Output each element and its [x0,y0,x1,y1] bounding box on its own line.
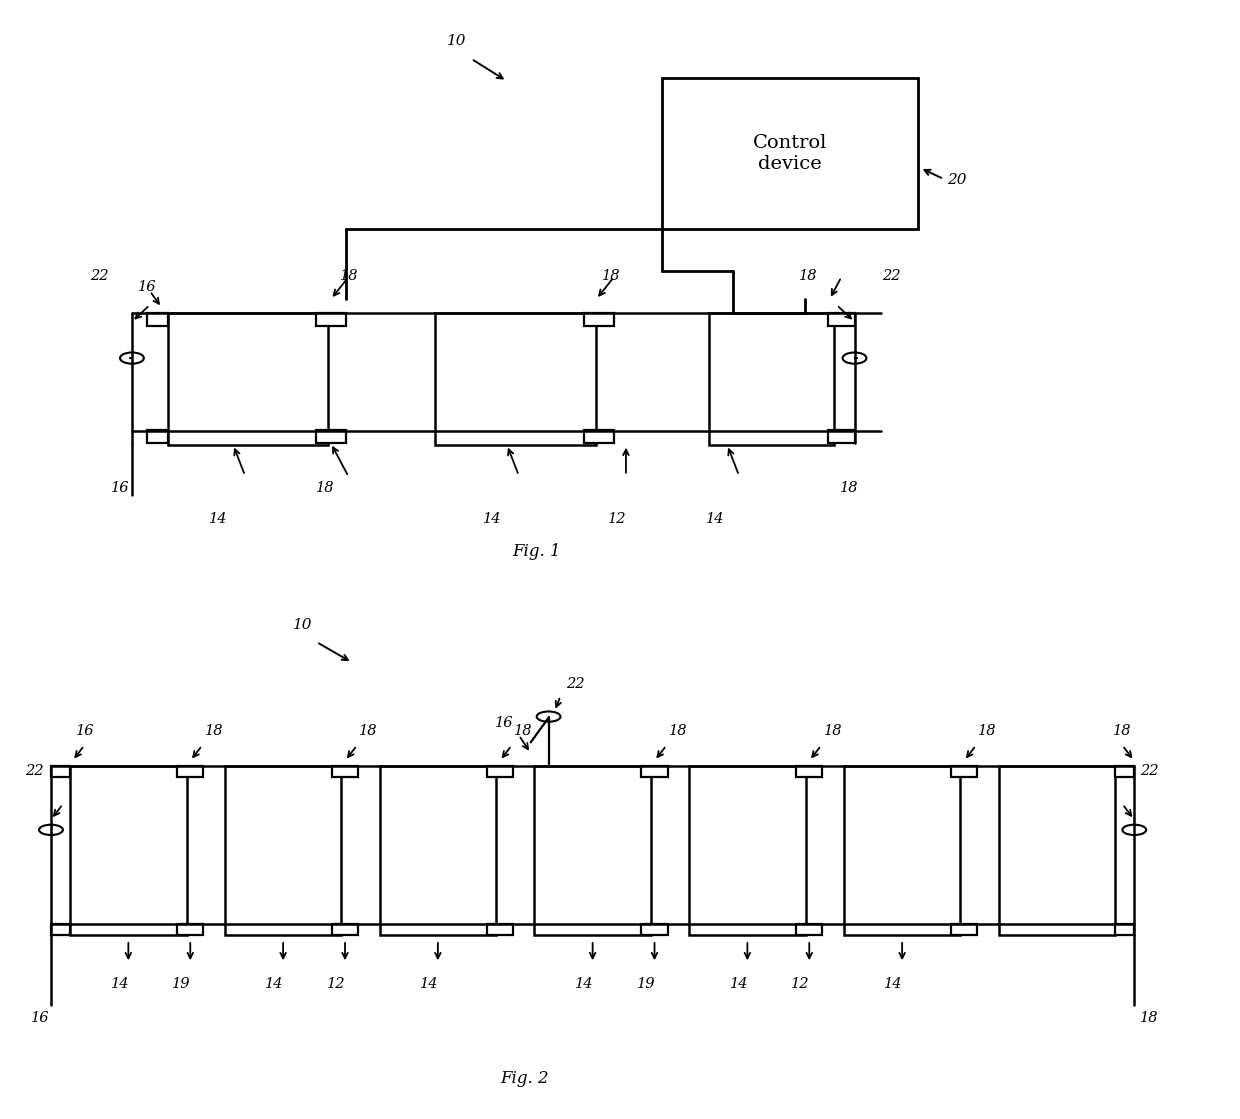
Bar [69,765,187,935]
Text: 18: 18 [515,724,532,737]
Circle shape [537,712,560,722]
Text: 16: 16 [110,481,129,495]
Text: Fig. 1: Fig. 1 [512,543,560,560]
Text: 12: 12 [608,511,626,526]
Bar [662,78,918,229]
Bar [584,313,614,327]
Circle shape [40,825,63,835]
Text: 18: 18 [799,269,817,283]
Text: 18: 18 [205,724,223,737]
Text: 19: 19 [636,978,655,991]
Text: 18: 18 [1112,724,1131,737]
Text: 10: 10 [448,34,467,48]
Text: 16: 16 [31,1012,50,1025]
Text: 18: 18 [603,269,621,283]
Bar [51,765,69,777]
Bar [379,765,496,935]
Text: 14: 14 [110,978,129,991]
Bar [641,924,667,935]
Text: 18: 18 [360,724,378,737]
Text: 22: 22 [1141,764,1158,779]
Bar [148,430,167,443]
Text: 22: 22 [882,269,900,283]
Bar [486,765,513,777]
Text: 18: 18 [668,724,687,737]
Circle shape [1122,825,1146,835]
Bar [316,313,346,327]
Bar [796,924,822,935]
Text: 19: 19 [172,978,191,991]
Text: 18: 18 [1141,1012,1158,1025]
Text: 18: 18 [823,724,842,737]
Text: 22: 22 [91,269,109,283]
Text: 18: 18 [841,481,859,495]
Text: 18: 18 [316,481,335,495]
Text: 10: 10 [293,618,312,631]
Bar [1115,765,1135,777]
Text: 12: 12 [791,978,810,991]
Text: 14: 14 [884,978,903,991]
Bar [641,765,667,777]
Bar [148,313,167,327]
Text: 12: 12 [327,978,346,991]
Bar [167,313,329,445]
Text: Fig. 2: Fig. 2 [501,1070,549,1088]
Text: 16: 16 [76,724,94,737]
Bar [177,924,203,935]
Text: 22: 22 [567,677,585,690]
Bar [951,765,977,777]
Bar [332,924,358,935]
Text: 22: 22 [25,764,43,779]
Text: 14: 14 [484,511,502,526]
Text: 14: 14 [575,978,593,991]
Text: 16: 16 [138,280,156,294]
Bar [486,924,513,935]
Text: 18: 18 [340,269,358,283]
Text: 14: 14 [210,511,228,526]
Bar [534,765,651,935]
Text: 16: 16 [495,716,513,730]
Bar [584,430,614,443]
Text: 14: 14 [729,978,748,991]
Circle shape [120,352,144,364]
Bar [709,313,835,445]
Text: 18: 18 [978,724,997,737]
Bar [828,313,854,327]
Bar [51,924,69,935]
Text: 14: 14 [420,978,439,991]
Circle shape [843,352,867,364]
Bar [689,765,806,935]
Bar [1115,924,1135,935]
Bar [435,313,596,445]
Bar [828,430,854,443]
Bar [843,765,961,935]
Text: Control
device: Control device [753,134,827,173]
Bar [951,924,977,935]
Bar [332,765,358,777]
Bar [998,765,1115,935]
Text: 14: 14 [706,511,724,526]
Bar [224,765,341,935]
Text: 14: 14 [265,978,284,991]
Bar [796,765,822,777]
Bar [177,765,203,777]
Bar [316,430,346,443]
Text: 20: 20 [947,173,967,188]
